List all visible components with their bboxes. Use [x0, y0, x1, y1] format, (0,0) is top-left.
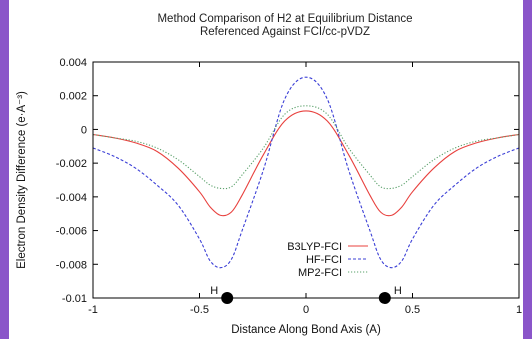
x-tick-label: -0.5: [190, 304, 209, 316]
y-tick-label: -0.006: [56, 226, 87, 238]
y-tick-label: 0.004: [59, 57, 87, 69]
chart-title-line-1: Method Comparison of H2 at Equilibrium D…: [157, 13, 412, 25]
x-tick-label: -1: [88, 304, 98, 316]
plot-border: [92, 61, 520, 299]
chart-frame: Method Comparison of H2 at Equilibrium D…: [9, 0, 523, 339]
series-line-hf-fci: [92, 76, 520, 269]
x-tick-label: 1: [516, 304, 522, 316]
y-tick-label: 0.002: [59, 91, 87, 103]
y-axis-label: Electron Density Difference (e·A⁻³): [16, 91, 28, 269]
legend-label: B3LYP-FCI: [287, 241, 342, 253]
x-axis-label: Distance Along Bond Axis (A): [231, 324, 381, 336]
y-tick-label: -0.002: [56, 158, 87, 170]
atom-label: H: [394, 285, 402, 297]
plot-area: 0.004 0.002 0 -0.002 -0.004 -0.006 -0.008 -0.01…: [56, 57, 522, 316]
series-line-b3lyp-fci: [92, 110, 520, 217]
chart-title-line-2: Referenced Against FCI/cc-pVDZ: [200, 26, 370, 38]
chart: Method Comparison of H2 at Equilibrium D…: [16, 13, 522, 336]
y-tick-label: -0.008: [56, 259, 87, 271]
y-tick-label: -0.004: [56, 192, 87, 204]
y-tick-label: -0.01: [62, 293, 87, 305]
legend-label: MP2-FCI: [298, 267, 342, 279]
x-tick-label: 0: [303, 304, 309, 316]
series-line-mp2-fci: [92, 105, 520, 190]
x-tick-label: 0.5: [405, 304, 420, 316]
legend-label: HF-FCI: [306, 254, 342, 266]
atom-label: H: [210, 285, 218, 297]
y-tick-label: 0: [81, 124, 87, 136]
